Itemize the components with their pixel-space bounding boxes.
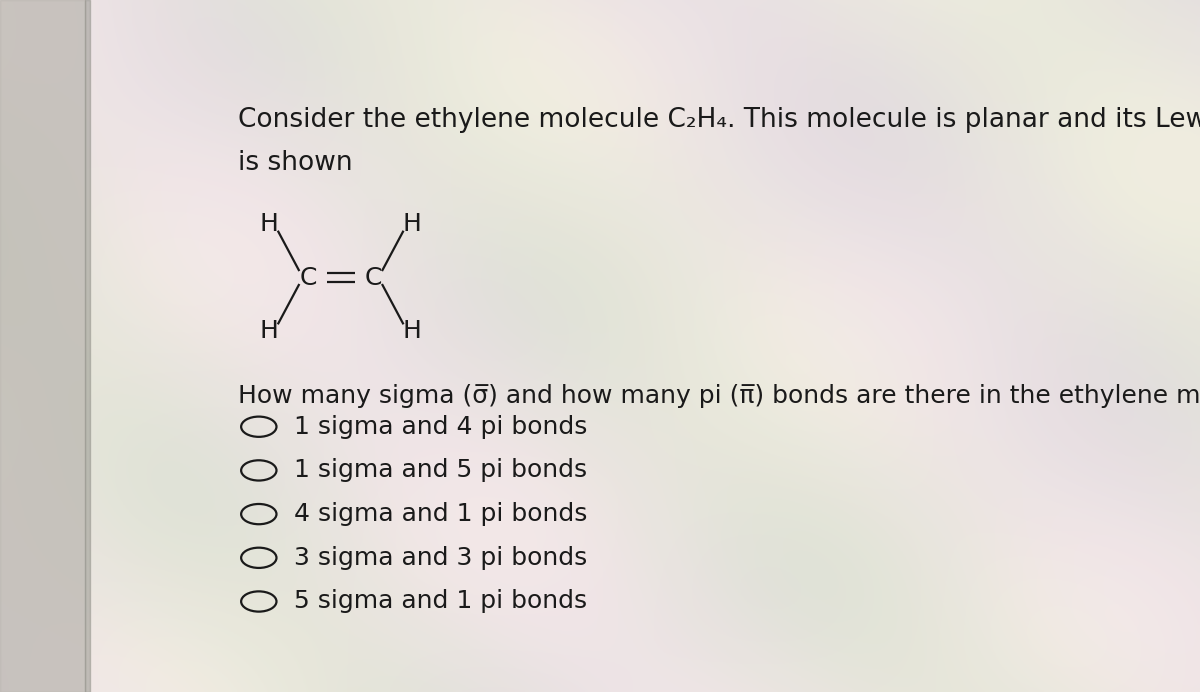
Text: H: H xyxy=(259,212,278,236)
Text: 3 sigma and 3 pi bonds: 3 sigma and 3 pi bonds xyxy=(294,546,588,570)
Text: How many sigma (σ̅) and how many pi (π̅) bonds are there in the ethylene molecul: How many sigma (σ̅) and how many pi (π̅)… xyxy=(239,384,1200,408)
Text: C: C xyxy=(365,266,382,289)
Text: 4 sigma and 1 pi bonds: 4 sigma and 1 pi bonds xyxy=(294,502,588,526)
Text: 5 sigma and 1 pi bonds: 5 sigma and 1 pi bonds xyxy=(294,590,587,614)
Text: C: C xyxy=(300,266,317,289)
Text: 1 sigma and 4 pi bonds: 1 sigma and 4 pi bonds xyxy=(294,415,588,439)
Text: H: H xyxy=(259,319,278,343)
Text: H: H xyxy=(403,212,421,236)
Text: is shown: is shown xyxy=(239,149,353,176)
Text: 1 sigma and 5 pi bonds: 1 sigma and 5 pi bonds xyxy=(294,458,587,482)
Text: Consider the ethylene molecule C₂H₄. This molecule is planar and its Lewis struc: Consider the ethylene molecule C₂H₄. Thi… xyxy=(239,107,1200,133)
Text: H: H xyxy=(403,319,421,343)
